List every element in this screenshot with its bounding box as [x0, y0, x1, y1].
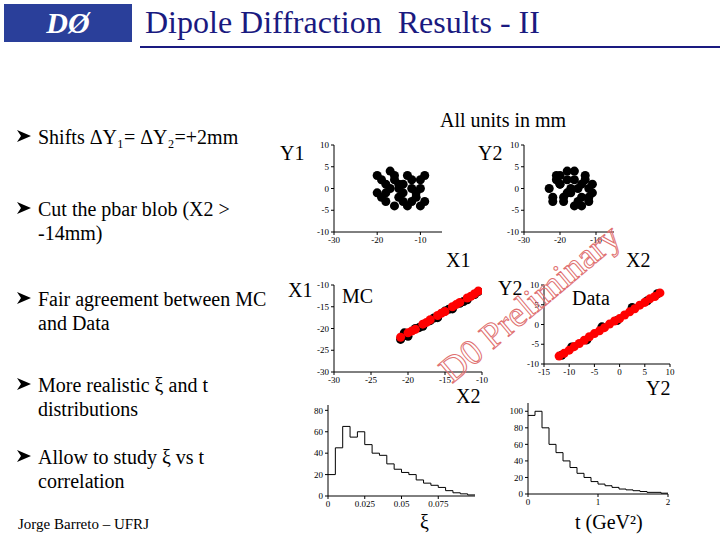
svg-text:-5: -5: [532, 339, 540, 349]
svg-text:10: 10: [666, 367, 676, 377]
svg-text:40: 40: [314, 448, 324, 458]
svg-text:0: 0: [326, 499, 331, 509]
svg-text:0.05: 0.05: [394, 499, 410, 509]
svg-text:-10: -10: [590, 235, 602, 245]
svg-text:-15: -15: [439, 375, 451, 385]
svg-text:-25: -25: [317, 345, 329, 355]
svg-text:0.025: 0.025: [355, 499, 376, 509]
svg-text:-30: -30: [328, 375, 340, 385]
svg-text:D0 Preliminary: D0 Preliminary: [431, 216, 628, 390]
svg-text:20: 20: [514, 473, 524, 483]
svg-text:2: 2: [666, 497, 671, 507]
svg-text:80: 80: [514, 423, 524, 433]
svg-text:-10: -10: [317, 280, 329, 290]
svg-text:0: 0: [617, 367, 622, 377]
svg-text:-10: -10: [414, 235, 426, 245]
svg-text:0: 0: [319, 491, 324, 501]
svg-text:10: 10: [510, 140, 520, 150]
svg-text:0: 0: [519, 489, 524, 499]
svg-text:-25: -25: [365, 375, 377, 385]
svg-text:-20: -20: [554, 235, 566, 245]
svg-text:-20: -20: [402, 375, 414, 385]
svg-text:10: 10: [530, 280, 540, 290]
svg-text:5: 5: [535, 300, 540, 310]
svg-text:-30: -30: [328, 235, 340, 245]
svg-text:20: 20: [314, 470, 324, 480]
svg-text:-15: -15: [538, 367, 550, 377]
svg-text:0: 0: [526, 497, 531, 507]
svg-text:0: 0: [535, 320, 540, 330]
svg-text:-5: -5: [322, 205, 330, 215]
svg-text:0.075: 0.075: [428, 499, 449, 509]
svg-text:-10: -10: [563, 367, 575, 377]
svg-text:-10: -10: [527, 359, 539, 369]
svg-text:0: 0: [515, 184, 520, 194]
svg-text:-10: -10: [476, 375, 488, 385]
svg-text:5: 5: [515, 162, 520, 172]
svg-text:60: 60: [314, 427, 324, 437]
svg-text:5: 5: [325, 162, 330, 172]
svg-text:1: 1: [596, 497, 601, 507]
svg-text:10: 10: [320, 140, 330, 150]
svg-text:-10: -10: [507, 227, 519, 237]
svg-text:-5: -5: [512, 205, 520, 215]
svg-text:100: 100: [510, 406, 524, 416]
svg-text:-30: -30: [518, 235, 530, 245]
svg-text:60: 60: [514, 440, 524, 450]
svg-text:-20: -20: [317, 324, 329, 334]
svg-text:-15: -15: [317, 302, 329, 312]
svg-text:-30: -30: [317, 367, 329, 377]
svg-text:40: 40: [514, 456, 524, 466]
svg-text:-10: -10: [317, 227, 329, 237]
svg-text:0: 0: [325, 184, 330, 194]
svg-text:-20: -20: [371, 235, 383, 245]
svg-text:80: 80: [314, 406, 324, 416]
svg-text:-5: -5: [591, 367, 599, 377]
svg-text:5: 5: [643, 367, 648, 377]
